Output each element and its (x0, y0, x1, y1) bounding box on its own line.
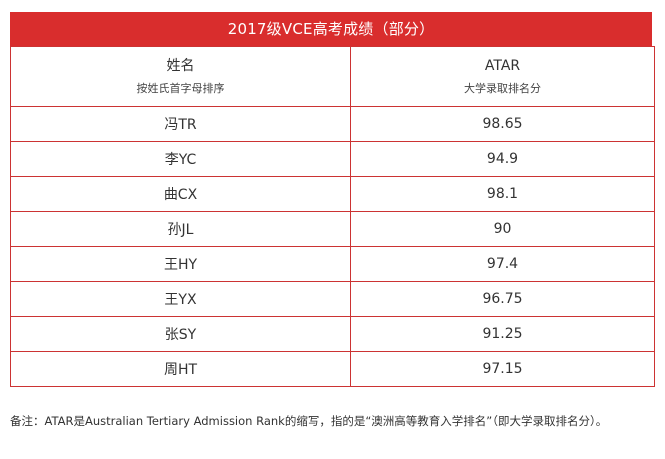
footnote-text: 备注：ATAR是Australian Tertiary Admission Ra… (10, 414, 608, 428)
table-row: 冯TR 98.65 (10, 106, 655, 142)
table-title: 2017级VCE高考成绩（部分） (10, 12, 652, 46)
atar-score-cell: 90 (350, 211, 655, 247)
name-header-label: 姓名 (166, 57, 195, 74)
table-row: 张SY 91.25 (10, 316, 655, 352)
atar-score-cell: 97.4 (350, 246, 655, 282)
scores-table-container: 2017级VCE高考成绩（部分） 姓名 按姓氏首字母排序 ATAR 大学录取排名… (10, 12, 655, 387)
atar-score-cell: 96.75 (350, 281, 655, 317)
scores-table: 姓名 按姓氏首字母排序 ATAR 大学录取排名分 冯TR 98.65 李YC 9… (10, 46, 655, 387)
atar-score-cell: 98.65 (350, 106, 655, 142)
student-name-cell: 孙JL (10, 211, 351, 247)
table-row: 李YC 94.9 (10, 141, 655, 177)
atar-score-cell: 97.15 (350, 351, 655, 387)
atar-header-sublabel: 大学录取排名分 (464, 81, 541, 95)
atar-score-cell: 94.9 (350, 141, 655, 177)
student-name-cell: 曲CX (10, 176, 351, 212)
student-name-cell: 周HT (10, 351, 351, 387)
atar-score-cell: 91.25 (350, 316, 655, 352)
table-row: 孙JL 90 (10, 211, 655, 247)
atar-column-header: ATAR 大学录取排名分 (350, 46, 655, 107)
name-column-header: 姓名 按姓氏首字母排序 (10, 46, 351, 107)
student-name-cell: 李YC (10, 141, 351, 177)
student-name-cell: 冯TR (10, 106, 351, 142)
atar-score-cell: 98.1 (350, 176, 655, 212)
table-header-row: 姓名 按姓氏首字母排序 ATAR 大学录取排名分 (10, 46, 655, 107)
student-name-cell: 张SY (10, 316, 351, 352)
atar-header-label: ATAR (484, 57, 521, 74)
name-header-sublabel: 按姓氏首字母排序 (136, 81, 225, 95)
table-row: 王YX 96.75 (10, 281, 655, 317)
table-row: 曲CX 98.1 (10, 176, 655, 212)
table-row: 王HY 97.4 (10, 246, 655, 282)
table-row: 周HT 97.15 (10, 351, 655, 387)
student-name-cell: 王HY (10, 246, 351, 282)
student-name-cell: 王YX (10, 281, 351, 317)
